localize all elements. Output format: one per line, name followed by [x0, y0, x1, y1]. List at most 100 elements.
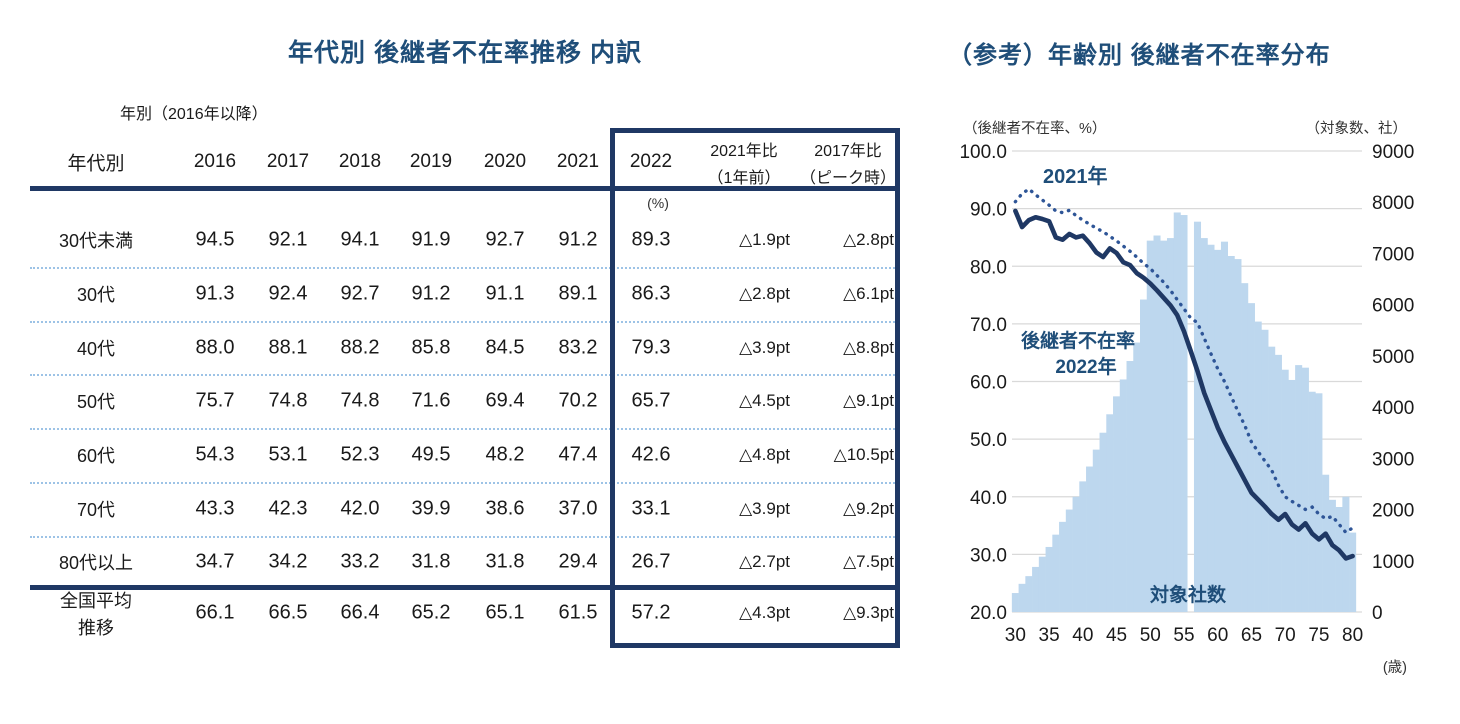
summary-cell: 66.5 [268, 601, 308, 624]
table-cell: 31.8 [485, 550, 525, 573]
age-distribution-chart: 100.0 90.0 80.0 70.0 60.0 50.0 40.0 30.0 20.0 900… [959, 120, 1414, 676]
y-right-tick-label: 5000 [1372, 347, 1414, 368]
table-cell-vs2017: △9.2pt [843, 499, 894, 518]
table-cell-vs2017: △9.1pt [843, 391, 894, 410]
histogram-bar [1160, 240, 1168, 612]
table-cell: 88.0 [195, 336, 235, 359]
y-right-tick-label: 9000 [1372, 142, 1414, 163]
table-cell: 42.0 [340, 497, 380, 520]
table-cell: 37.0 [558, 497, 598, 520]
histogram-bar [1126, 361, 1134, 612]
year-group-label: 年別（2016年以降） [120, 106, 268, 123]
right-panel-title: （参考）年齢別 後継者不在率分布 [948, 42, 1331, 69]
y-left-tick-label: 30.0 [970, 545, 1007, 566]
table-cell: 74.8 [340, 389, 380, 412]
row-label: 60代 [76, 446, 116, 466]
histogram-bar [1153, 235, 1161, 612]
table-cell: 92.7 [485, 228, 525, 251]
table-cell: 31.8 [411, 550, 451, 573]
y-left-tick-label: 90.0 [970, 200, 1007, 221]
summary-cell-vs2017: △9.3pt [843, 603, 894, 622]
x-tick-label: 40 [1072, 625, 1093, 646]
table-cell: 83.2 [558, 336, 598, 359]
table-cell-vs2017: △8.8pt [843, 338, 894, 357]
summary-cell-vs2021: △4.3pt [739, 603, 790, 622]
table-cell-vs2017: △6.1pt [843, 284, 894, 303]
y-right-tick-label: 3000 [1372, 449, 1414, 470]
row-label: 40代 [76, 339, 116, 359]
x-tick-label: 35 [1039, 625, 1060, 646]
table-cell: 89.3 [631, 228, 671, 251]
table-cell-vs2017: △10.5pt [833, 445, 894, 464]
row-label: 70代 [76, 500, 116, 520]
histogram-bar [1106, 414, 1114, 612]
table-cell: 70.2 [558, 389, 598, 412]
table-cell: 29.4 [558, 550, 598, 573]
histogram-bar [1301, 367, 1309, 612]
table-cell: 91.2 [411, 282, 451, 305]
unit-note-percent: (%) [647, 195, 669, 211]
row-label: 80代以上 [58, 553, 134, 573]
histogram-bar [1227, 256, 1235, 612]
x-tick-label: 30 [1005, 625, 1026, 646]
summary-rule [30, 585, 898, 590]
table-cell-vs2021: △3.9pt [739, 499, 790, 518]
histogram-bar [1099, 432, 1107, 612]
summary-row-label: 推移 [78, 618, 114, 638]
histogram-bar [1180, 215, 1188, 612]
histogram-bar [1011, 593, 1019, 612]
histogram-bar [1193, 221, 1202, 612]
x-axis-unit: (歳) [1383, 659, 1407, 676]
histogram-bar [1268, 346, 1276, 612]
row-separator [30, 482, 898, 484]
x-tick-label: 75 [1308, 625, 1329, 646]
table-cell: 69.4 [485, 389, 525, 412]
header-rule [30, 186, 898, 191]
histogram-bar [1200, 238, 1208, 613]
column-header-year: 2017 [266, 151, 310, 172]
axis-caption-left: （後継者不在率、%） [963, 120, 1106, 137]
row-separator [30, 536, 898, 538]
table-cell: 91.9 [411, 228, 451, 251]
histogram-bar [1052, 534, 1060, 612]
histogram-bar [1092, 449, 1100, 612]
histogram-bar [1247, 303, 1255, 612]
histogram-bar [1025, 576, 1033, 612]
summary-cell: 65.2 [411, 601, 451, 624]
histogram-bar [1207, 244, 1215, 612]
table-cell: 26.7 [631, 550, 671, 573]
histogram-bar [1086, 466, 1094, 612]
row-separator [30, 321, 898, 323]
histogram-bar [1065, 509, 1073, 612]
y-right-tick-label: 7000 [1372, 244, 1414, 265]
histogram-bar [1220, 241, 1228, 612]
table-cell: 48.2 [485, 443, 525, 466]
table-cell-vs2017: △2.8pt [843, 230, 894, 249]
histogram-bar [1281, 369, 1289, 612]
table-cell: 71.6 [411, 389, 451, 412]
table-cell: 79.3 [631, 336, 671, 359]
table-cell: 88.2 [340, 336, 380, 359]
table-cell: 91.3 [195, 282, 235, 305]
y-right-tick-label: 4000 [1372, 398, 1414, 419]
x-tick-label: 55 [1173, 625, 1194, 646]
histogram-bar [1079, 481, 1087, 612]
histogram-bar [1315, 393, 1323, 612]
summary-cell: 65.1 [485, 601, 525, 624]
histogram-bar [1254, 321, 1262, 612]
histogram-bar [1119, 379, 1127, 612]
histogram-bar [1133, 342, 1141, 612]
table-cell: 39.9 [411, 497, 451, 520]
histogram-bar [1288, 379, 1296, 612]
axis-caption-right: （対象数、社） [1306, 120, 1408, 137]
x-tick-label: 45 [1106, 625, 1127, 646]
table-cell: 49.5 [411, 443, 451, 466]
y-left-tick-label: 100.0 [959, 142, 1007, 163]
histogram-bar [1173, 212, 1181, 612]
histogram-bar [1072, 496, 1080, 612]
x-tick-label: 65 [1241, 625, 1262, 646]
table-cell: 94.1 [340, 228, 380, 251]
y-right-tick-label: 2000 [1372, 501, 1414, 522]
table-cell-vs2021: △1.9pt [739, 230, 790, 249]
table-cell: 88.1 [268, 336, 308, 359]
